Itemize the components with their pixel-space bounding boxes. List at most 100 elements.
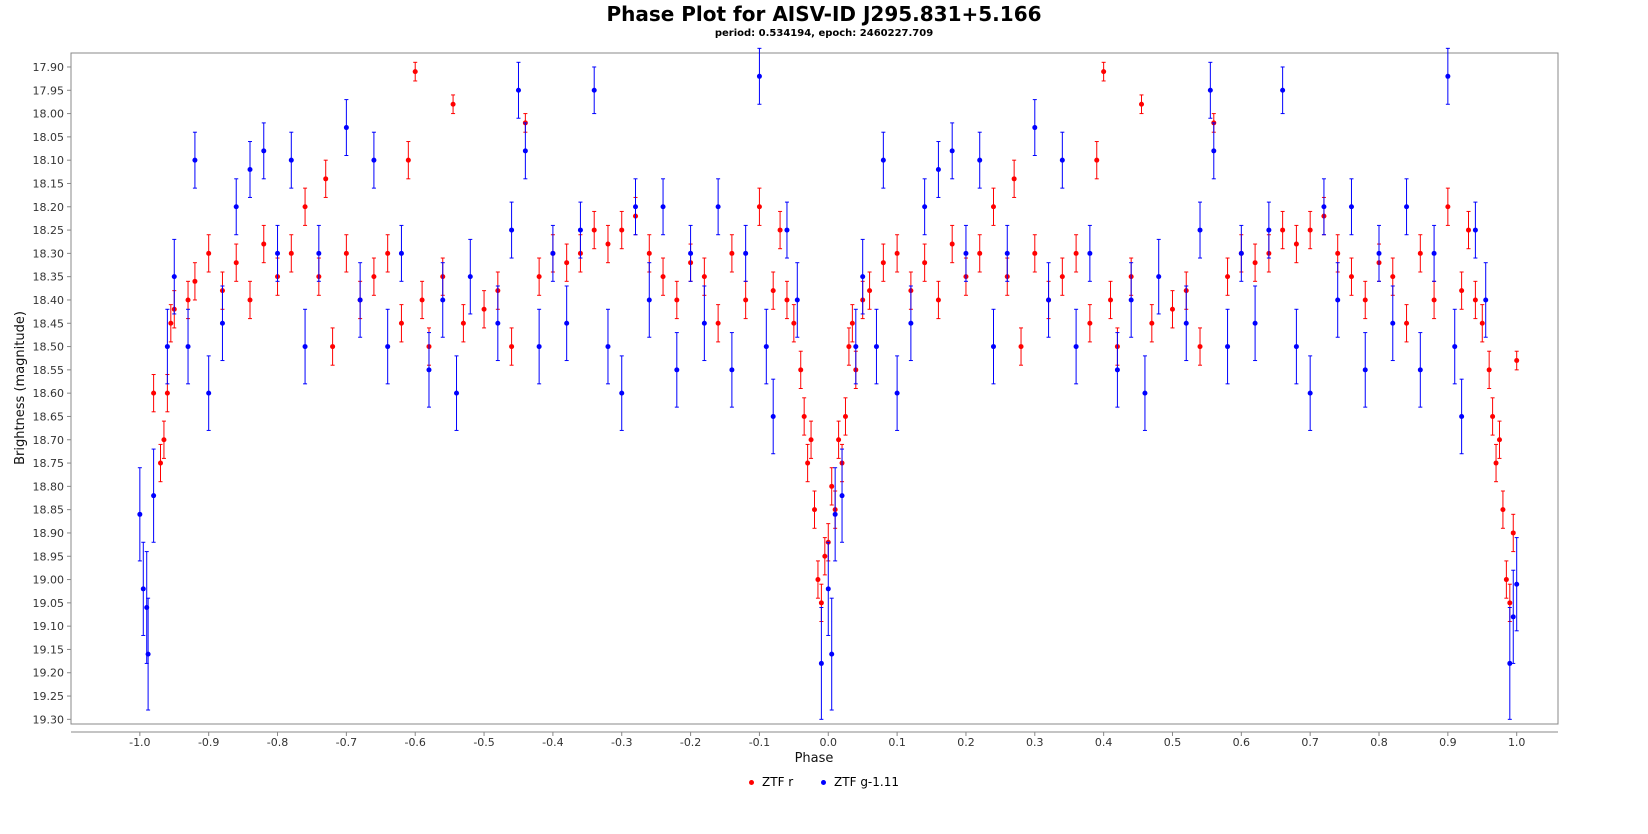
legend-marker-ztf-r xyxy=(749,779,755,785)
data-point xyxy=(591,87,597,93)
chart-title: Phase Plot for AISV-ID J295.831+5.166 xyxy=(606,2,1042,26)
data-point xyxy=(756,73,762,79)
data-point xyxy=(1362,367,1368,373)
data-point xyxy=(1390,274,1396,280)
data-point xyxy=(145,651,151,657)
x-tick-label: 0.3 xyxy=(1026,736,1044,749)
data-point xyxy=(151,390,157,396)
data-point xyxy=(343,250,349,256)
data-point xyxy=(867,288,873,294)
data-point xyxy=(1018,344,1024,350)
data-point xyxy=(729,250,735,256)
data-point xyxy=(1493,460,1499,466)
data-point xyxy=(1169,306,1175,312)
data-point xyxy=(385,344,391,350)
data-point xyxy=(832,511,838,517)
y-tick-label: 18.70 xyxy=(33,434,65,447)
data-point xyxy=(1417,367,1423,373)
legend: ZTF r ZTF g-1.11 xyxy=(0,774,1648,789)
data-point xyxy=(808,437,814,443)
x-tick-label: -0.1 xyxy=(749,736,770,749)
data-point xyxy=(715,320,721,326)
data-point xyxy=(1348,204,1354,210)
data-point xyxy=(1479,320,1485,326)
data-point xyxy=(426,367,432,373)
data-point xyxy=(743,297,749,303)
data-point xyxy=(261,148,267,154)
data-point xyxy=(185,344,191,350)
data-point xyxy=(701,320,707,326)
plot-area xyxy=(70,52,1559,725)
data-point xyxy=(1307,227,1313,233)
data-point xyxy=(206,390,212,396)
y-tick-label: 18.20 xyxy=(33,201,65,214)
data-point xyxy=(798,367,804,373)
data-point xyxy=(288,250,294,256)
data-point xyxy=(822,553,828,559)
x-tick-label: -0.7 xyxy=(336,736,357,749)
data-point xyxy=(509,344,515,350)
data-point xyxy=(164,344,170,350)
data-point xyxy=(536,344,542,350)
data-point xyxy=(460,320,466,326)
y-tick-label: 19.20 xyxy=(33,667,65,680)
data-point xyxy=(219,320,225,326)
y-tick-label: 18.45 xyxy=(33,317,65,330)
data-point xyxy=(1252,320,1258,326)
data-point xyxy=(836,437,842,443)
data-point xyxy=(1293,241,1299,247)
data-point xyxy=(784,227,790,233)
data-point xyxy=(1059,274,1065,280)
data-point xyxy=(1459,288,1465,294)
data-point xyxy=(1510,530,1516,536)
legend-label-ztf-r: ZTF r xyxy=(762,774,794,789)
data-series xyxy=(137,47,1520,720)
data-point xyxy=(908,320,914,326)
data-point xyxy=(467,274,473,280)
data-point xyxy=(853,344,859,350)
data-point xyxy=(323,176,329,182)
data-point xyxy=(949,148,955,154)
y-tick-label: 18.85 xyxy=(33,504,65,517)
data-point xyxy=(192,157,198,163)
y-tick-label: 18.50 xyxy=(33,341,65,354)
y-tick-label: 19.05 xyxy=(33,597,65,610)
data-point xyxy=(1404,204,1410,210)
data-point xyxy=(1472,297,1478,303)
data-point xyxy=(860,274,866,280)
data-point xyxy=(873,344,879,350)
data-point xyxy=(805,460,811,466)
data-point xyxy=(763,344,769,350)
data-point xyxy=(1149,320,1155,326)
data-point xyxy=(1376,250,1382,256)
data-point xyxy=(440,297,446,303)
data-point xyxy=(1483,297,1489,303)
data-point xyxy=(412,69,418,75)
data-point xyxy=(1431,250,1437,256)
data-point xyxy=(509,227,515,233)
data-point xyxy=(1004,250,1010,256)
data-point xyxy=(674,297,680,303)
data-point xyxy=(935,166,941,172)
legend-label-ztf-g: ZTF g-1.11 xyxy=(834,774,899,789)
data-point xyxy=(1507,600,1513,606)
data-point xyxy=(206,250,212,256)
data-point xyxy=(977,250,983,256)
y-axis: 17.90 17.95 18.00 18.05 18.10 18.15 18.20 18.25… xyxy=(33,61,71,726)
y-tick-label: 18.25 xyxy=(33,224,65,237)
data-point xyxy=(405,157,411,163)
data-point xyxy=(550,250,556,256)
y-tick-label: 18.15 xyxy=(33,177,65,190)
data-point xyxy=(1183,320,1189,326)
data-point xyxy=(288,157,294,163)
data-point xyxy=(1507,660,1513,666)
data-point xyxy=(1496,437,1502,443)
y-tick-label: 17.95 xyxy=(33,84,65,97)
data-point xyxy=(949,241,955,247)
data-point xyxy=(1197,344,1203,350)
data-point xyxy=(1307,390,1313,396)
data-point xyxy=(1207,87,1213,93)
data-point xyxy=(1197,227,1203,233)
data-point xyxy=(1114,367,1120,373)
data-point xyxy=(605,344,611,350)
